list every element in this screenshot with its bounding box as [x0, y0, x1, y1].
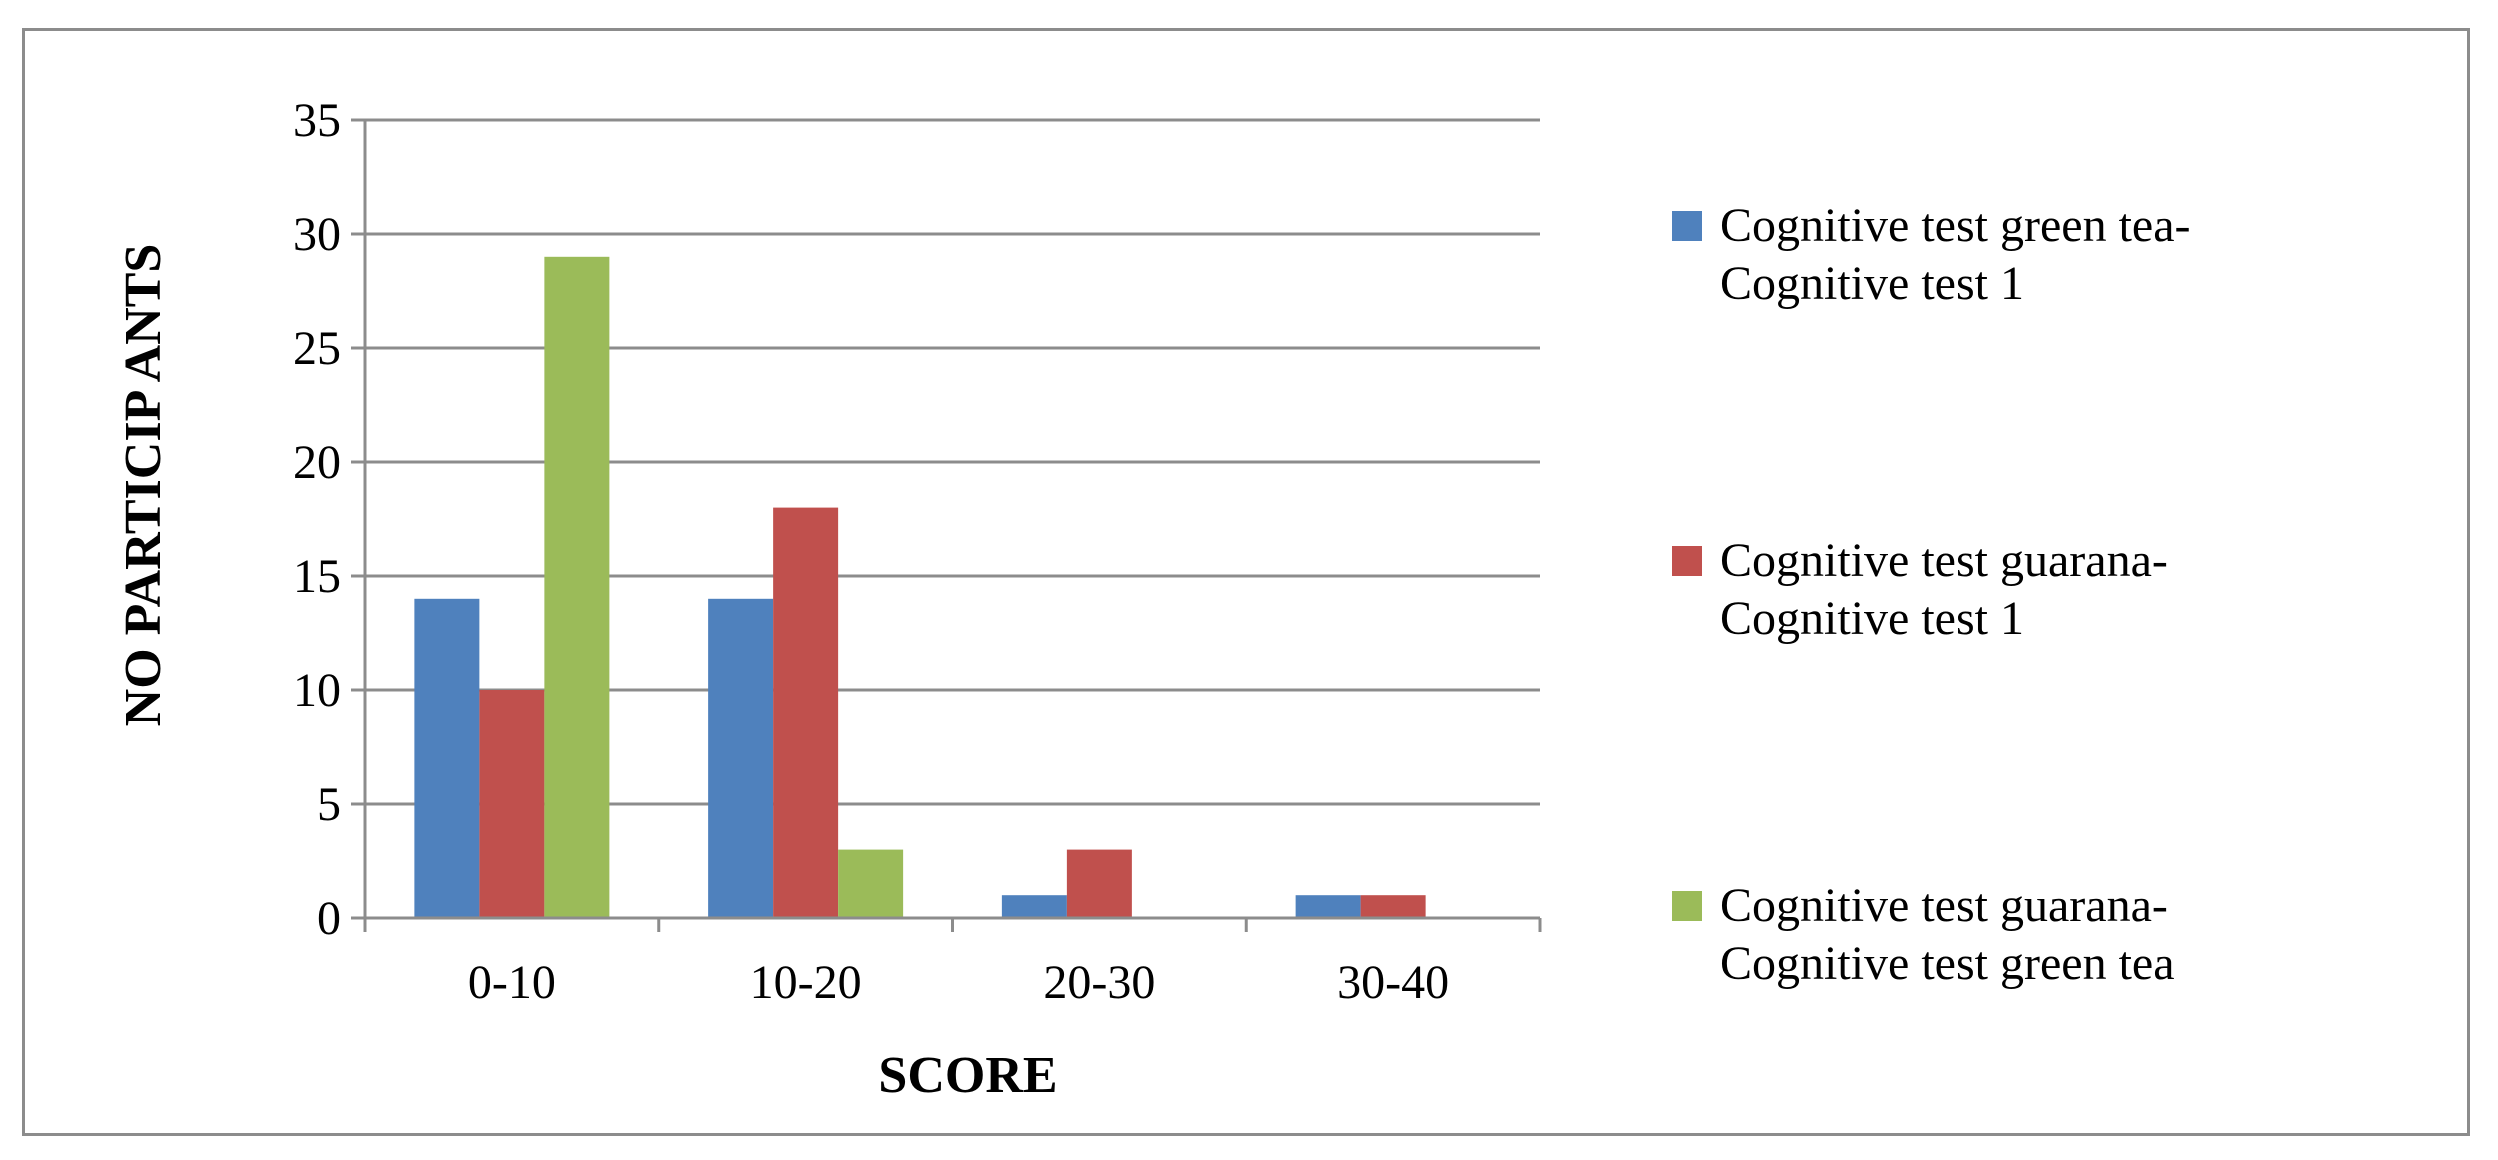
bar [544, 256, 610, 918]
y-axis-title: NO PARTICIP ANTS [115, 244, 172, 727]
legend-swatch [1672, 891, 1702, 921]
bar [414, 598, 480, 918]
y-tick-label: 25 [293, 322, 341, 375]
bar [838, 849, 904, 918]
bar [1001, 895, 1067, 918]
bar [1360, 895, 1426, 918]
x-tick-labels: 0-10 10-20 20-30 30-40 [468, 956, 1449, 1009]
y-tick-label: 15 [293, 550, 341, 603]
legend-swatch [1672, 546, 1702, 576]
legend-label-line: Cognitive test 1 [1720, 592, 2024, 645]
legend-label-line: Cognitive test green tea [1720, 937, 2175, 990]
legend-label-line: Cognitive test guarana- [1720, 534, 2168, 587]
y-tick-label: 10 [293, 664, 341, 717]
legend-label: Cognitive test guarana-Cognitive test gr… [1720, 879, 2175, 990]
y-tick-label: 35 [293, 94, 341, 147]
x-tick-label: 10-20 [750, 956, 862, 1009]
bar [479, 690, 545, 918]
chart-frame [22, 28, 2470, 1136]
x-tick-label: 0-10 [468, 956, 556, 1009]
y-tick-label: 0 [317, 892, 341, 945]
legend-label-line: Cognitive test green tea- [1720, 199, 2191, 252]
y-tick-label: 20 [293, 436, 341, 489]
axes [351, 118, 1542, 932]
bars [414, 256, 1426, 918]
legend-label: Cognitive test green tea-Cognitive test … [1720, 199, 2191, 310]
x-tick-label: 30-40 [1337, 956, 1449, 1009]
legend-swatch [1672, 211, 1702, 241]
legend-label-line: Cognitive test 1 [1720, 257, 2024, 310]
bar [1066, 849, 1132, 918]
y-tick-label: 5 [317, 778, 341, 831]
x-axis-title: SCORE [878, 1047, 1057, 1104]
y-tick-label: 30 [293, 208, 341, 261]
legend-label: Cognitive test guarana-Cognitive test 1 [1720, 534, 2168, 645]
legend: Cognitive test green tea-Cognitive test … [1672, 199, 2191, 990]
bar [708, 598, 774, 918]
legend-label-line: Cognitive test guarana- [1720, 879, 2168, 932]
bar [1295, 895, 1361, 918]
x-tick-label: 20-30 [1043, 956, 1155, 1009]
y-tick-labels: 0 5 10 15 20 25 30 35 [293, 94, 341, 945]
bar [773, 507, 839, 918]
